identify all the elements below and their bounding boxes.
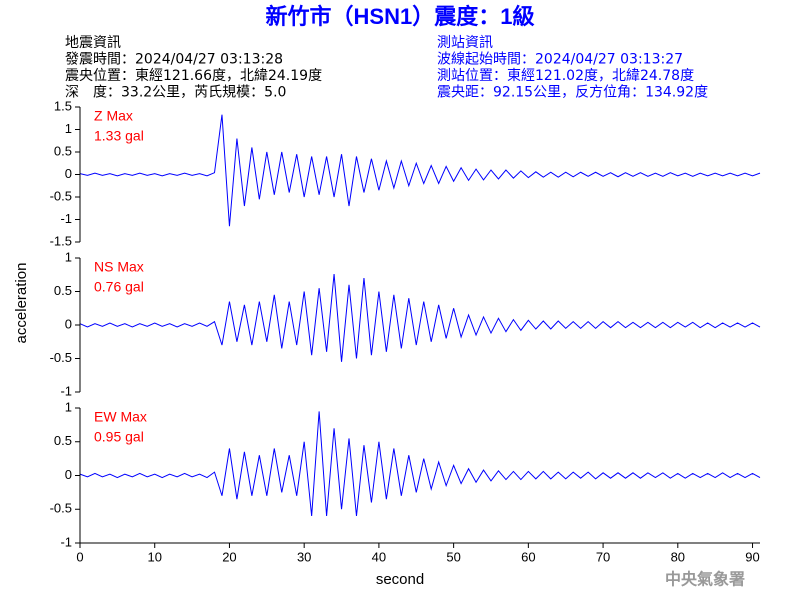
info-left: 地震資訊 [65, 35, 121, 51]
y-tick-label: -0.5 [50, 501, 72, 516]
y-tick-label: 0.5 [54, 283, 72, 298]
y-tick-label: 0 [65, 166, 72, 181]
annotation: NS Max [94, 259, 144, 275]
x-tick-label: 20 [222, 549, 236, 564]
footer: 中央氣象署 [665, 570, 745, 589]
y-tick-label: 0.5 [54, 433, 72, 448]
y-tick-label: 0 [65, 467, 72, 482]
annotation: EW Max [94, 409, 147, 425]
info-left: 發震時間：2024/04/27 03:13:28 [65, 52, 283, 68]
y-tick-label: 0.5 [54, 143, 72, 158]
y-tick-label: 1 [65, 399, 72, 414]
x-tick-label: 60 [521, 549, 535, 564]
annotation: 0.76 gal [94, 279, 144, 295]
y-tick-label: 1 [65, 249, 72, 264]
y-tick-label: 1 [65, 121, 72, 136]
x-tick-label: 30 [297, 549, 311, 564]
x-axis-label: second [376, 571, 424, 588]
y-tick-label: -0.5 [50, 188, 72, 203]
y-tick-label: 0 [65, 316, 72, 331]
info-left: 深 度：33.2公里，芮氏規模：5.0 [65, 84, 286, 101]
y-tick-label: 1.5 [54, 98, 72, 113]
chart-title: 新竹市（HSN1）震度：1級 [266, 4, 535, 29]
x-tick-label: 40 [372, 549, 386, 564]
y-axis-label: acceleration [13, 263, 30, 344]
info-right: 波線起始時間：2024/04/27 03:13:27 [437, 52, 683, 68]
y-tick-label: -1 [60, 383, 72, 398]
x-tick-label: 90 [745, 549, 759, 564]
annotation: 1.33 gal [94, 128, 144, 144]
waveform [79, 411, 761, 517]
y-tick-label: -1 [60, 534, 72, 549]
x-tick-label: 10 [147, 549, 161, 564]
info-left: 震央位置：東經121.66度，北緯24.19度 [65, 68, 322, 84]
info-right: 測站位置：東經121.02度，北緯24.78度 [437, 68, 694, 84]
info-right: 測站資訊 [437, 35, 493, 51]
x-tick-label: 50 [446, 549, 460, 564]
info-right: 震央距：92.15公里，反方位角：134.92度 [437, 85, 708, 101]
waveform [79, 114, 761, 227]
annotation: 0.95 gal [94, 429, 144, 445]
x-tick-label: 0 [76, 549, 83, 564]
y-tick-label: -1.5 [50, 233, 72, 248]
y-tick-label: -0.5 [50, 350, 72, 365]
x-tick-label: 80 [671, 549, 685, 564]
annotation: Z Max [94, 108, 133, 124]
x-tick-label: 70 [596, 549, 610, 564]
waveform [79, 274, 761, 362]
y-tick-label: -1 [60, 211, 72, 226]
